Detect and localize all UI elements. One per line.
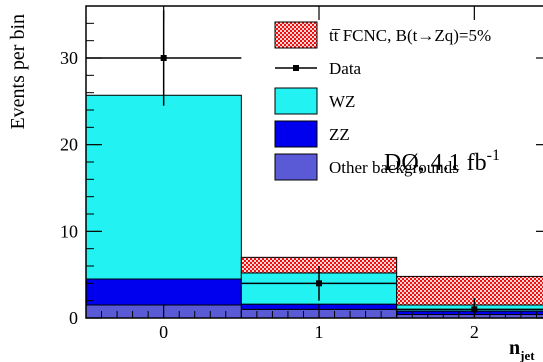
data-point	[471, 306, 478, 313]
bar-zz-bin-0	[85, 278, 242, 306]
x-tick-label: 1	[315, 322, 324, 342]
legend-label: ZZ	[329, 125, 350, 144]
x-axis-title: njet	[509, 337, 535, 362]
y-tick-label: 20	[60, 135, 78, 155]
data-point	[316, 280, 322, 287]
y-tick-label: 0	[69, 308, 78, 328]
axis-ticks: 0 10 20 30 0 1 2	[60, 6, 543, 342]
legend-swatch-fcnc	[274, 21, 318, 49]
legend-label: tt̅ FCNC, B(t→Zq)=5%	[329, 26, 491, 45]
legend-label: WZ	[329, 92, 355, 111]
legend-entry: Data	[275, 59, 362, 78]
legend-entry: tt̅ FCNC, B(t→Zq)=5%	[274, 21, 491, 49]
legend: tt̅ FCNC, B(t→Zq)=5% Data WZ ZZ Other backgr…	[274, 21, 491, 181]
y-axis-title: Events per bin	[7, 14, 29, 130]
x-tick-label: 2	[470, 322, 479, 342]
legend-swatch	[274, 87, 318, 115]
bar-fcnc-bin-2	[396, 275, 543, 306]
legend-swatch-data-marker	[293, 65, 299, 71]
x-axis-title-sub: jet	[519, 348, 535, 362]
x-axis-title-main: n	[509, 337, 520, 359]
data-points	[86, 10, 543, 317]
annotation-experiment: DØ, 4.1 fb-1	[384, 147, 500, 176]
y-tick-label: 10	[60, 221, 78, 241]
legend-entry: WZ	[274, 87, 355, 115]
bar-wz-bin-0	[85, 94, 242, 280]
legend-swatch	[274, 120, 318, 148]
annotation-main: DØ, 4.1 fb	[384, 150, 487, 176]
legend-entry: ZZ	[274, 120, 350, 148]
annotation-sup: -1	[487, 147, 500, 164]
y-tick-label: 30	[60, 48, 78, 68]
x-tick-label: 0	[159, 322, 168, 342]
legend-entry: Other backgrounds	[274, 153, 459, 181]
bar-wz-bin-2	[396, 304, 543, 312]
legend-label: Other backgrounds	[329, 158, 459, 177]
legend-label: Data	[329, 59, 362, 78]
data-point	[160, 55, 167, 61]
legend-swatch	[274, 153, 318, 181]
